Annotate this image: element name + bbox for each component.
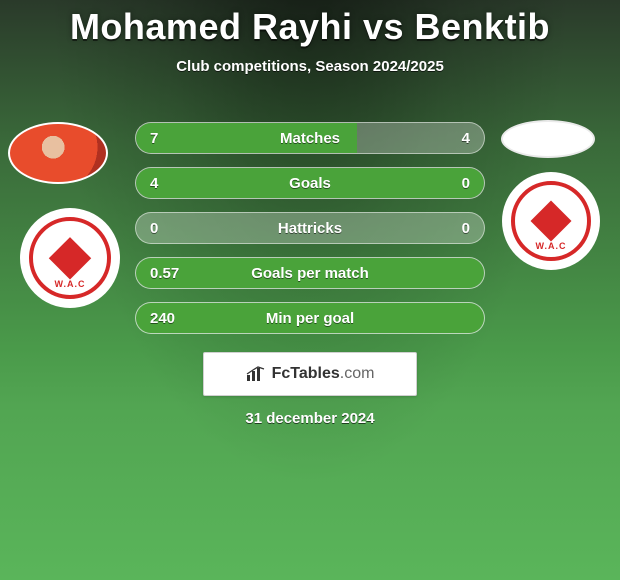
stat-label: Matches [196, 130, 424, 147]
stat-right-value: 0 [424, 175, 484, 192]
date-label: 31 december 2024 [0, 410, 620, 427]
brand-box: FcTables.com [203, 352, 417, 396]
page-title: Mohamed Rayhi vs Benktib [0, 0, 620, 48]
stat-row: 0Hattricks0 [135, 212, 485, 244]
bar-chart-icon [246, 366, 266, 382]
brand-domain: .com [340, 365, 375, 382]
crest-right-inner: W.A.C [511, 181, 591, 261]
stat-label: Hattricks [196, 220, 424, 237]
crest-left-inner: W.A.C [29, 217, 111, 299]
club-crest-left: W.A.C [20, 208, 120, 308]
stat-row: 4Goals0 [135, 167, 485, 199]
stat-row: 0.57Goals per match [135, 257, 485, 289]
subtitle: Club competitions, Season 2024/2025 [0, 58, 620, 75]
stat-right-value: 4 [424, 130, 484, 147]
stat-label: Goals [196, 175, 424, 192]
crest-left-label: W.A.C [33, 279, 107, 289]
crest-right-label: W.A.C [515, 241, 587, 251]
stats-container: 7Matches44Goals00Hattricks00.57Goals per… [135, 122, 485, 334]
brand-main: FcTables [272, 365, 340, 382]
player-left-photo [8, 122, 108, 184]
stat-left-value: 4 [136, 175, 196, 192]
player-right-photo [501, 120, 595, 158]
stat-right-value: 0 [424, 220, 484, 237]
infographic-root: Mohamed Rayhi vs Benktib Club competitio… [0, 0, 620, 580]
club-crest-right: W.A.C [502, 172, 600, 270]
stat-left-value: 7 [136, 130, 196, 147]
stat-row: 7Matches4 [135, 122, 485, 154]
brand-text: FcTables.com [272, 365, 375, 383]
stat-row: 240Min per goal [135, 302, 485, 334]
stat-label: Min per goal [196, 310, 424, 327]
stat-left-value: 0 [136, 220, 196, 237]
stat-left-value: 240 [136, 310, 196, 327]
stat-left-value: 0.57 [136, 265, 196, 282]
stat-label: Goals per match [196, 265, 424, 282]
